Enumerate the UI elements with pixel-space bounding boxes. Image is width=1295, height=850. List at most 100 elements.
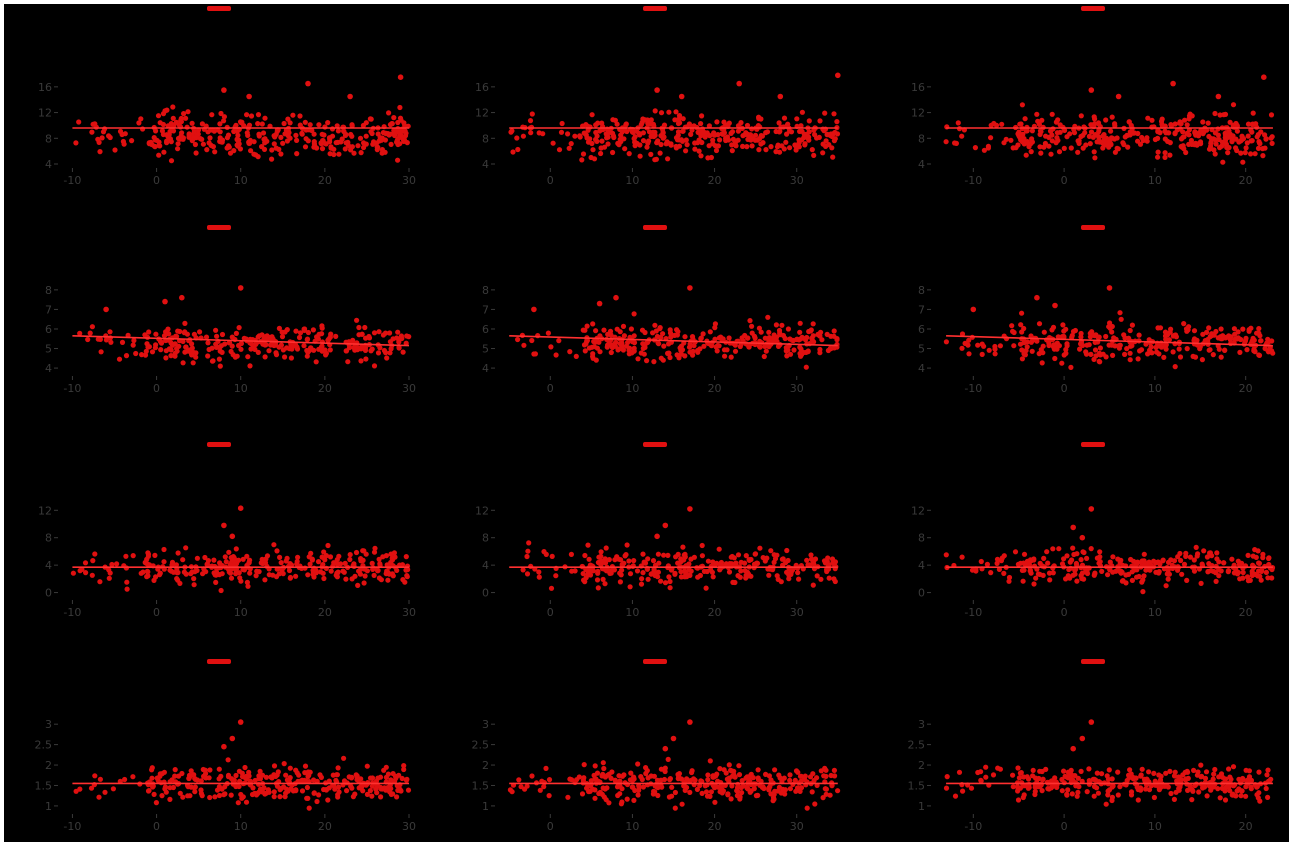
data-point [744,144,750,150]
data-point [524,553,530,560]
data-point [107,134,113,141]
data-point [786,576,792,582]
data-point [520,133,527,139]
data-point [151,791,157,798]
data-point [801,131,807,137]
data-point [1069,332,1075,339]
data-point [1016,775,1023,781]
data-point [811,127,817,133]
data-point [1023,152,1029,158]
data-point [175,135,182,142]
data-point [1019,102,1025,108]
data-point [231,148,237,154]
data-point [249,791,256,798]
data-point [1170,349,1176,355]
data-point [746,557,752,563]
x-tick-label: 0 [153,606,160,619]
data-point [1258,338,1264,344]
data-point [763,348,769,354]
y-tick-label: 2 [918,759,925,772]
data-point [323,787,329,793]
data-point [772,767,778,773]
data-point [183,115,189,121]
data-point [237,146,243,152]
data-point-outlier [1079,534,1086,541]
data-point [1165,567,1171,573]
data-point [207,794,213,801]
y-tick-label: 2.5 [35,739,53,752]
data-point [219,139,225,145]
x-tick-label: 0 [547,174,554,187]
data-point [1248,151,1254,157]
data-point [656,560,662,566]
data-point [348,131,354,138]
data-point [785,557,791,564]
data-point [572,568,578,574]
data-point [577,133,583,139]
data-point [1075,789,1081,796]
data-point [798,336,804,342]
data-point [404,140,410,146]
data-point [655,792,661,799]
data-point [265,787,271,793]
data-point [1092,333,1098,339]
x-tick-label: 0 [1061,820,1068,833]
data-point [593,328,599,334]
data-point [810,321,816,327]
y-tick-label: 2 [482,759,489,772]
data-point [255,349,261,355]
data-point [581,775,587,781]
data-point [548,585,555,591]
data-point [755,767,761,773]
data-point [310,567,316,573]
data-point [1229,556,1235,562]
data-point [959,554,965,560]
data-point [699,113,705,119]
data-point [400,349,406,355]
data-point [734,793,741,799]
data-point [194,567,200,574]
data-point-outlier [229,735,236,742]
data-point [369,130,375,137]
data-point [743,775,749,781]
data-point [1074,578,1080,584]
data-point [98,349,104,355]
data-point [159,793,165,799]
data-point [651,133,657,140]
data-point [102,789,108,795]
data-point [697,128,703,134]
data-point [566,145,572,151]
data-point [1260,153,1266,159]
data-point-outlier [1261,74,1267,80]
data-point-outlier [1170,80,1176,87]
data-point [175,550,181,556]
data-point [322,557,328,563]
data-point [119,339,126,345]
data-point [182,320,188,326]
data-point [186,132,192,138]
data-point [1215,126,1221,132]
panel-title-marker [207,659,231,664]
data-point [605,134,611,140]
data-point [145,788,152,794]
data-point [369,783,375,789]
data-point-outlier [1088,506,1095,512]
data-point [321,549,327,555]
data-point [144,341,150,347]
data-point [698,121,704,127]
data-point [259,121,265,127]
data-point [1152,136,1158,143]
data-point [1250,110,1256,116]
data-point [828,333,834,339]
data-point [1264,772,1270,778]
data-point [614,326,620,332]
y-tick-label: 8 [482,132,489,145]
data-point [1197,139,1204,145]
y-tick-label: 4 [482,158,489,171]
data-point [824,566,830,573]
data-point [595,568,601,574]
data-point [525,548,531,554]
data-point [240,794,246,800]
data-point [1011,329,1017,336]
data-point [777,330,783,336]
